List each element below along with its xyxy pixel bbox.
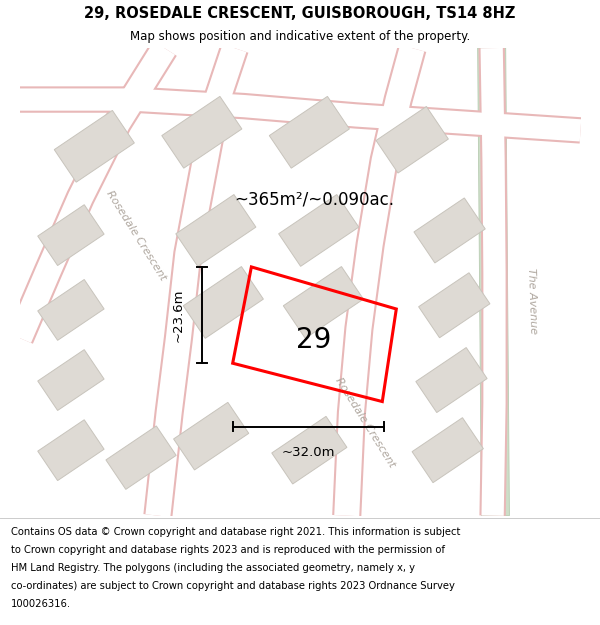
- Polygon shape: [416, 348, 487, 413]
- Polygon shape: [54, 111, 134, 182]
- Text: ~365m²/~0.090ac.: ~365m²/~0.090ac.: [234, 191, 394, 209]
- Polygon shape: [283, 266, 364, 338]
- Polygon shape: [414, 198, 485, 263]
- Polygon shape: [106, 426, 176, 489]
- Text: ~23.6m: ~23.6m: [172, 289, 185, 342]
- Polygon shape: [173, 402, 249, 470]
- Polygon shape: [278, 194, 359, 266]
- Text: 100026316.: 100026316.: [11, 599, 71, 609]
- Polygon shape: [183, 266, 263, 338]
- Text: HM Land Registry. The polygons (including the associated geometry, namely x, y: HM Land Registry. The polygons (includin…: [11, 562, 415, 572]
- Text: Rosedale Crescent: Rosedale Crescent: [334, 376, 397, 469]
- Text: 29, ROSEDALE CRESCENT, GUISBOROUGH, TS14 8HZ: 29, ROSEDALE CRESCENT, GUISBOROUGH, TS14…: [85, 6, 515, 21]
- Polygon shape: [176, 194, 256, 266]
- Text: The Avenue: The Avenue: [526, 268, 538, 334]
- Polygon shape: [412, 418, 484, 482]
- Text: to Crown copyright and database rights 2023 and is reproduced with the permissio: to Crown copyright and database rights 2…: [11, 544, 445, 554]
- Polygon shape: [376, 106, 448, 173]
- Polygon shape: [478, 48, 509, 516]
- Text: 29: 29: [296, 326, 332, 354]
- Polygon shape: [38, 349, 104, 411]
- Polygon shape: [38, 420, 104, 481]
- Text: Rosedale Crescent: Rosedale Crescent: [104, 188, 168, 282]
- Text: ~32.0m: ~32.0m: [281, 446, 335, 459]
- Polygon shape: [38, 279, 104, 341]
- Polygon shape: [272, 416, 347, 484]
- Text: Contains OS data © Crown copyright and database right 2021. This information is : Contains OS data © Crown copyright and d…: [11, 526, 460, 536]
- Polygon shape: [419, 272, 490, 338]
- Text: Map shows position and indicative extent of the property.: Map shows position and indicative extent…: [130, 30, 470, 43]
- Text: co-ordinates) are subject to Crown copyright and database rights 2023 Ordnance S: co-ordinates) are subject to Crown copyr…: [11, 581, 455, 591]
- Polygon shape: [162, 96, 242, 168]
- Polygon shape: [38, 205, 104, 266]
- Polygon shape: [269, 96, 349, 168]
